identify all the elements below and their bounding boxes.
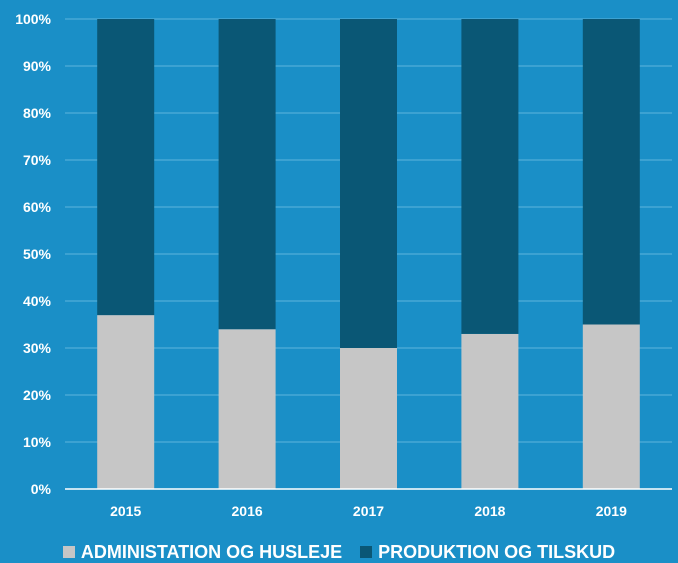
x-tick-label: 2017 [353,503,384,519]
bar-segment-administration [340,348,397,489]
y-tick-label: 100% [15,11,51,27]
y-tick-label: 30% [23,340,52,356]
x-tick-label: 2019 [596,503,627,519]
x-tick-label: 2016 [232,503,263,519]
y-tick-label: 60% [23,199,52,215]
y-tick-label: 70% [23,152,52,168]
y-tick-label: 40% [23,293,52,309]
bar-segment-administration [97,315,155,489]
legend-swatch-production [360,546,373,558]
y-tick-label: 90% [23,58,52,74]
bar-segment-administration [218,329,276,489]
legend-item-administration: ADMINISTATION OG HUSLEJE [62,541,343,563]
bar-segment-administration [461,333,519,489]
bar-segment-production [340,19,397,348]
y-tick-label: 0% [31,481,52,497]
bar-segment-administration [582,324,640,489]
y-tick-label: 20% [23,387,52,403]
legend-swatch-administration [62,546,75,558]
y-tick-label: 10% [23,434,52,450]
legend: ADMINISTATION OG HUSLEJE PRODUKTION OG T… [0,542,678,562]
y-tick-label: 80% [23,105,52,121]
legend-label-administration: ADMINISTATION OG HUSLEJE [80,541,343,562]
bar-segment-production [461,19,519,334]
x-tick-label: 2015 [110,503,141,519]
x-tick-label: 2018 [474,503,505,519]
bar-segment-production [582,19,640,325]
legend-item-production: PRODUKTION OG TILSKUD [360,542,615,563]
bar-segment-production [218,19,276,330]
bar-segment-production [97,19,155,316]
legend-label-production: PRODUKTION OG TILSKUD [378,541,616,562]
y-tick-label: 50% [23,246,52,262]
